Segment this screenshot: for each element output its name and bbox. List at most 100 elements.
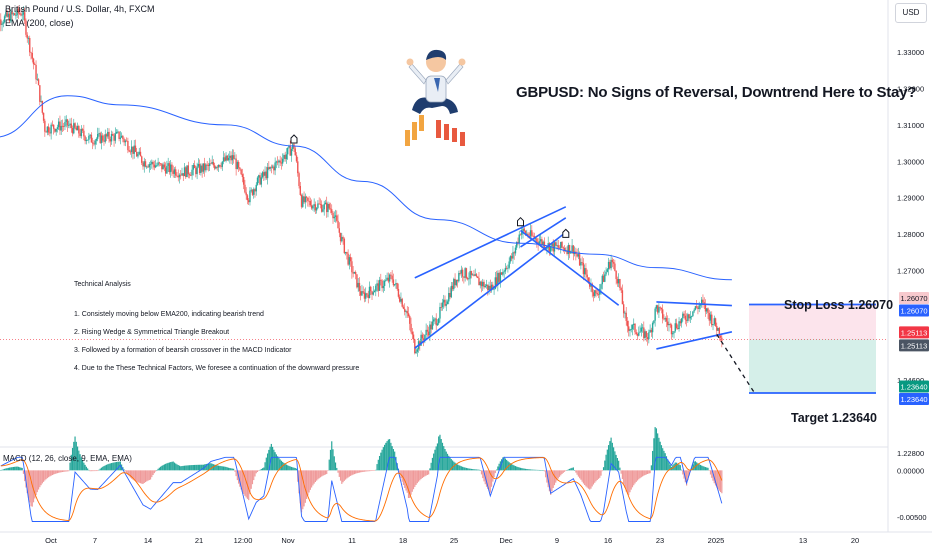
macd-histogram-bar [156,470,158,471]
candle-body [107,131,109,137]
macd-histogram-bar [382,447,384,471]
macd-histogram-bar [97,470,99,472]
macd-histogram-bar [465,467,467,471]
macd-histogram-bar [381,449,383,471]
candle-body [5,12,7,17]
macd-histogram-bar [591,470,593,487]
candle-body [391,275,393,280]
macd-legend[interactable]: MACD (12, 26, close, 9, EMA, EMA) [3,454,132,463]
macd-histogram-bar [361,470,363,473]
macd-histogram-bar [443,446,445,471]
macd-histogram-bar [261,468,264,471]
candle-body [10,11,12,22]
macd-histogram-bar [356,470,358,474]
ema-legend[interactable]: EMA (200, close) [5,18,74,28]
macd-histogram-bar [84,464,86,471]
macd-histogram-bar [112,462,114,471]
candle-body [353,271,356,274]
candle-body [55,128,57,132]
candle-body [438,318,440,324]
candle-body [566,250,568,254]
candle-body [149,163,152,165]
candle-body [0,19,2,25]
macd-histogram-bar [646,470,649,475]
candle-body [11,11,13,15]
macd-histogram-bar [616,457,618,471]
drawings-group[interactable] [290,134,876,394]
candle-body [553,242,556,252]
macd-histogram-bar [284,463,286,471]
candle-body [607,261,610,270]
candle-body [685,319,688,321]
macd-histogram-bar [65,470,67,472]
macd-histogram-bar [416,470,418,484]
candle-body [64,121,66,127]
mini-candle [419,115,424,131]
macd-histogram-bar [336,467,338,471]
candle-body [281,158,284,164]
trader-legs [412,97,458,114]
macd-histogram-bar [126,470,128,474]
macd-histogram-bar [363,470,366,472]
macd-histogram-bar [719,470,722,493]
macd-histogram-bar [220,466,222,471]
candle-body [295,155,298,162]
price-tick-label: 1.22800 [897,449,924,458]
candle-body [125,140,128,142]
macd-histogram-bar [76,446,79,471]
candle-body [279,160,281,163]
candle-body [477,276,479,278]
candle-body [414,339,416,354]
macd-histogram-bar [620,470,622,474]
candle-body [74,123,76,128]
candle-body [34,64,36,66]
candle-body [212,162,215,166]
macd-histogram-bar [701,465,703,471]
candle-body [266,167,269,179]
macd-histogram-bar [478,469,480,471]
candle-body [142,162,144,167]
macd-histogram-bar [37,470,40,490]
candle-body [347,253,349,265]
candle-body [154,165,157,168]
candle-body [144,161,147,167]
macd-histogram-bar [342,470,344,483]
macd-histogram-bar [501,459,503,471]
macd-histogram-bar [602,467,605,471]
symbol-title[interactable]: British Pound / U.S. Dollar, 4h, FXCM [5,4,155,14]
candle-body [215,167,217,169]
macd-histogram-bar [90,470,93,472]
candle-body [197,163,200,167]
macd-histogram-bar [114,462,116,471]
candle-body [227,157,230,161]
macd-histogram-bar [1,469,3,471]
macd-histogram-bar [448,455,450,471]
candle-body [6,12,8,17]
candle-body [254,189,256,192]
candle-body [658,307,660,313]
macd-histogram-bar [436,443,439,471]
macd-histogram-bar [691,467,693,471]
macd-histogram-bar [149,470,152,480]
candle-body [285,154,288,160]
time-tick-label: 20 [851,536,859,545]
jumping-trader-illustration [405,49,466,146]
candle-body [95,138,98,141]
macd-histogram-bar [711,470,713,478]
macd-histogram-bar [394,451,396,471]
macd-histogram-bar [289,466,291,471]
candle-body [582,262,585,275]
macd-histogram-bar [303,470,305,507]
candle-body [139,151,142,157]
candle-body [45,131,47,133]
candle-body [580,262,582,266]
trader-hand [406,58,414,66]
time-tick-label: 7 [93,536,97,545]
time-axis[interactable]: Oct 7 14 21 12:00 Nov 11 18 25 Dec 9 16 23 2025 13 20 [45,536,859,545]
candle-body [268,167,270,169]
currency-button[interactable]: USD [895,3,927,23]
macd-histogram-bar [686,470,688,486]
macd-histogram-bar [46,470,48,479]
macd-histogram-bar [255,470,257,474]
